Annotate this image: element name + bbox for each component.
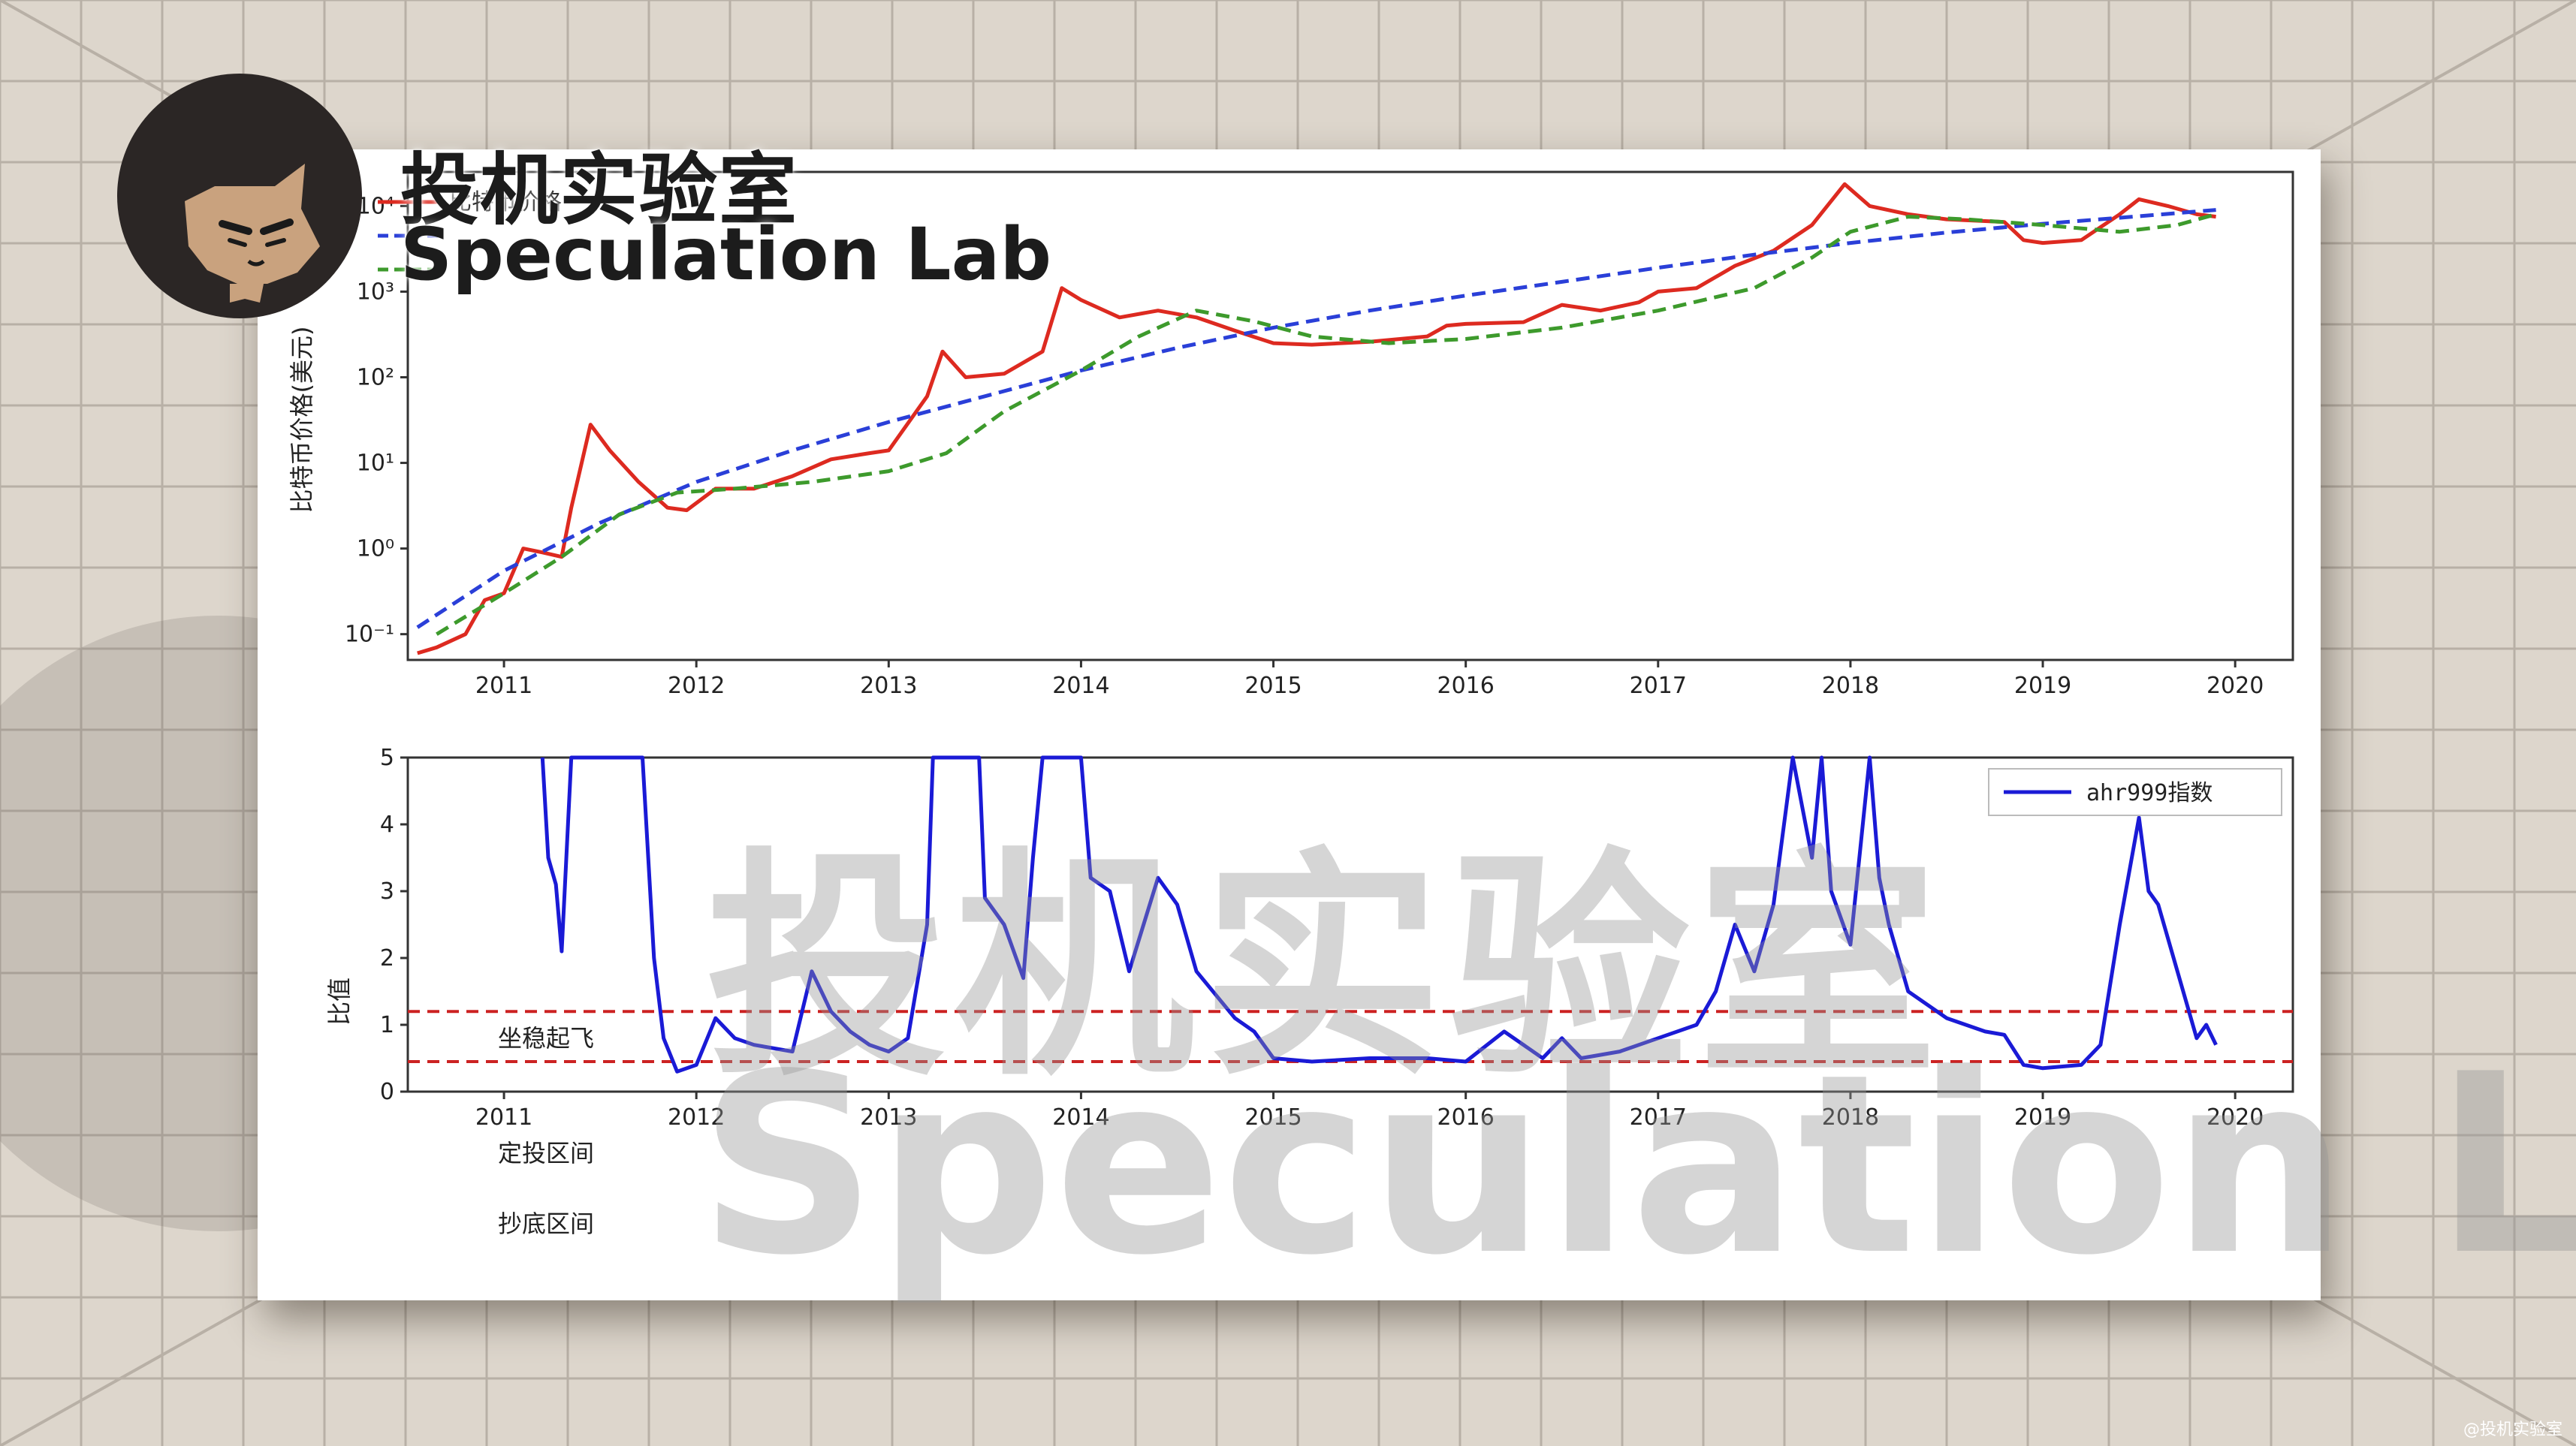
y-tick-label: 2	[380, 945, 394, 972]
price-plot-frame	[406, 170, 2294, 661]
x-tick-label: 2017	[1630, 1104, 1687, 1131]
avatar	[117, 74, 362, 318]
ahr999-plot-frame	[406, 756, 2294, 1093]
ahr999-chart: 0 1 2 3 4 5 2011 2012 2013 2014 2015 2016 2017 2018 2…	[325, 745, 2294, 1238]
cost-line	[436, 212, 2217, 636]
ahr999-y-axis-label: 比值	[325, 978, 354, 1026]
price-legend: 比特币价格	[378, 189, 562, 272]
y-tick-label: 10³	[357, 279, 394, 305]
brand-title-en: Speculation Lab	[400, 212, 1052, 297]
x-tick-label: 2015	[1244, 673, 1302, 699]
x-tick-label: 2011	[475, 673, 532, 699]
x-tick-label: 2016	[1437, 1104, 1494, 1131]
x-tick-label: 2019	[2014, 673, 2071, 699]
legend-label-ahr999: ahr999指数	[2086, 780, 2213, 806]
x-tick-label: 2012	[668, 1104, 725, 1131]
x-tick-label: 2020	[2206, 673, 2264, 699]
y-tick-label: 5	[380, 745, 394, 771]
y-tick-label: 10⁰	[357, 536, 394, 562]
legend-label-price: 比特币价格	[449, 189, 562, 215]
y-tick-label: 10⁻¹	[345, 622, 394, 648]
y-tick-label: 10⁴	[357, 193, 394, 219]
x-tick-label: 2016	[1437, 673, 1494, 699]
y-tick-label: 10²	[357, 364, 394, 390]
x-tick-label: 2014	[1052, 673, 1109, 699]
price-y-axis-label: 比特币价格(美元)	[288, 327, 316, 514]
price-line	[417, 182, 2216, 655]
cat-logo-icon	[185, 164, 320, 303]
x-tick-label: 2020	[2206, 1104, 2264, 1131]
x-tick-label: 2018	[1822, 673, 1879, 699]
brand-title-cn: 投机实验室	[400, 144, 799, 236]
x-tick-label: 2015	[1244, 1104, 1302, 1131]
x-tick-label: 2017	[1630, 673, 1687, 699]
y-tick-label: 0	[380, 1079, 394, 1105]
price-chart: 10⁻¹ 10⁰ 10¹ 10² 10³ 10⁴ 2011 2012 2013 2014 2015…	[288, 170, 2294, 699]
x-tick-label: 2018	[1822, 1104, 1879, 1131]
x-tick-label: 2014	[1052, 1104, 1109, 1131]
y-tick-label: 3	[380, 878, 394, 905]
x-tick-label: 2019	[2014, 1104, 2071, 1131]
x-tick-label: 2011	[475, 1104, 532, 1131]
x-tick-label: 2013	[860, 673, 917, 699]
y-tick-label: 1	[380, 1012, 394, 1038]
y-tick-label: 4	[380, 812, 394, 838]
zone-label-dca: 定投区间	[498, 1139, 594, 1167]
x-tick-label: 2012	[668, 673, 725, 699]
corner-watermark-tag: @投机实验室	[2463, 1420, 2562, 1439]
x-tick-label: 2013	[860, 1104, 917, 1131]
ahr999-legend: ahr999指数	[1988, 768, 2282, 816]
zone-label-takeoff: 坐稳起飞	[498, 1024, 594, 1053]
chart-panel: 10⁻¹ 10⁰ 10¹ 10² 10³ 10⁴ 2011 2012 2013 2014 2015…	[258, 149, 2321, 1300]
y-tick-label: 10¹	[357, 450, 394, 477]
zone-label-bottom: 抄底区间	[498, 1210, 594, 1238]
ahr999-line	[540, 755, 2218, 1074]
